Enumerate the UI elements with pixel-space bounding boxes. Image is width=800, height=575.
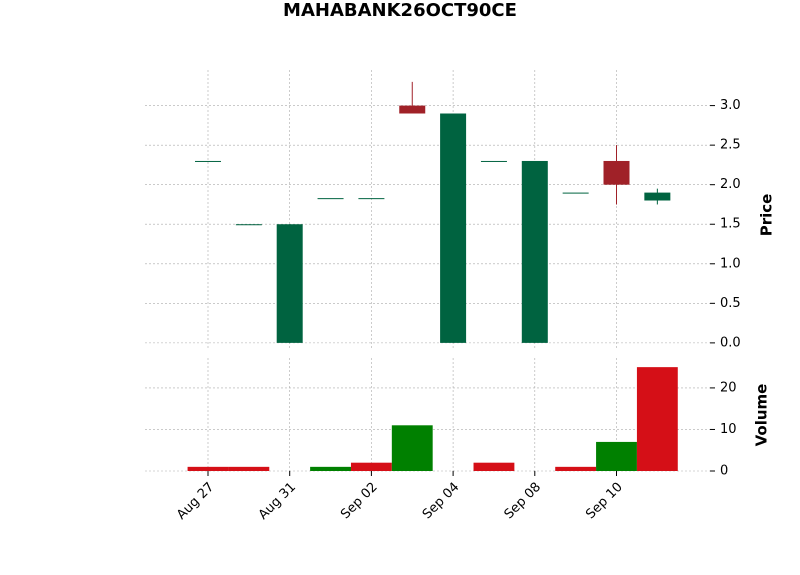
x-tick-label: Aug 27: [174, 480, 217, 523]
y-tick-label: 1.5: [720, 217, 741, 232]
x-tick-label: Sep 08: [502, 480, 545, 523]
x-tick-label: Aug 31: [256, 480, 299, 523]
candle-body: [399, 105, 426, 114]
volume-bar: [473, 462, 515, 471]
volume-axis-label: Volume: [753, 384, 771, 447]
candle-body: [358, 198, 385, 200]
candle-body: [603, 160, 630, 185]
candle-body: [276, 224, 303, 343]
volume-bar: [636, 367, 678, 471]
candle-body: [317, 198, 344, 200]
volume-bar: [310, 466, 351, 471]
volume-bar: [187, 466, 229, 471]
candle-body: [480, 160, 507, 162]
candle-body: [562, 192, 589, 194]
volume-bar: [391, 425, 433, 471]
x-tick-label: Sep 02: [338, 480, 381, 523]
candle-body: [235, 224, 262, 226]
x-tick-label: Sep 10: [583, 480, 626, 523]
y-tick-label: 2.5: [720, 138, 741, 153]
y-tick-label: 0.5: [720, 296, 741, 311]
y-tick-label: 10: [720, 422, 737, 437]
chart-title: MAHABANK26OCT90CE: [283, 0, 517, 21]
y-tick-label: 3.0: [720, 98, 741, 113]
candle-body: [440, 113, 467, 343]
y-tick-label: 20: [720, 380, 737, 395]
y-tick-label: 1.0: [720, 256, 741, 271]
volume-bar: [228, 466, 270, 471]
y-tick-label: 0: [720, 464, 728, 479]
volume-bar: [350, 462, 392, 471]
y-tick-label: 2.0: [720, 177, 741, 192]
volume-bar: [596, 441, 637, 471]
candle-body: [521, 160, 548, 343]
volume-bar: [555, 466, 597, 471]
y-tick-label: 0.0: [720, 335, 741, 350]
candle-body: [644, 192, 671, 201]
candle-body: [195, 160, 221, 162]
x-tick-label: Sep 04: [420, 480, 463, 523]
y-axis-label: Price: [758, 194, 776, 237]
